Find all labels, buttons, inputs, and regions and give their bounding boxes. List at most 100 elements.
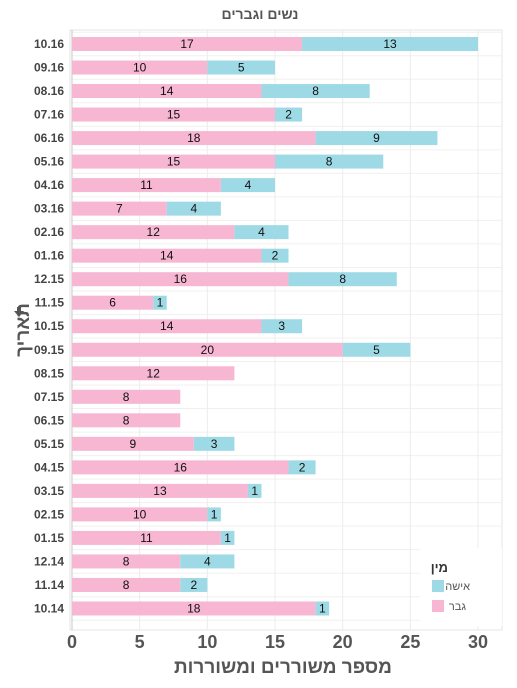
bar-woman[interactable]: [288, 272, 397, 287]
legend-swatch-man[interactable]: [432, 600, 444, 612]
bar-woman[interactable]: [166, 201, 221, 216]
y-tick-label: 03.16: [34, 202, 64, 216]
bar-woman[interactable]: [207, 507, 221, 522]
bar-man[interactable]: [72, 248, 262, 263]
bar-woman[interactable]: [302, 37, 478, 51]
bars: [72, 37, 478, 616]
bar-label-woman: 1: [224, 531, 231, 545]
y-tick-label: 11.14: [35, 578, 65, 592]
y-tick-label: 04.16: [34, 178, 64, 192]
legend-title: מין: [431, 560, 448, 575]
bar-label-woman: 8: [326, 155, 333, 169]
bar-woman[interactable]: [315, 601, 330, 616]
y-tick-label: 01.16: [34, 249, 64, 263]
bar-man[interactable]: [72, 319, 262, 334]
y-tick-label: 05.15: [34, 437, 64, 451]
bar-label-woman: 5: [373, 343, 380, 357]
bar-label-woman: 1: [157, 296, 164, 310]
bar-label-woman: 2: [285, 108, 292, 122]
bar-man[interactable]: [72, 107, 275, 122]
legend-label-woman: אישה: [445, 581, 470, 593]
bar-man[interactable]: [72, 507, 208, 522]
bar-woman[interactable]: [342, 342, 411, 357]
bar-woman[interactable]: [261, 84, 370, 99]
bar-label-man: 11: [140, 531, 153, 545]
bar-label-woman: 4: [190, 202, 197, 216]
bar-label-man: 8: [123, 578, 130, 592]
legend-swatch-woman[interactable]: [432, 580, 444, 592]
bar-man[interactable]: [72, 342, 343, 357]
x-tick-label: 10: [197, 632, 217, 652]
bar-label-man: 20: [201, 343, 215, 357]
bar-label-man: 8: [123, 390, 130, 404]
bar-man[interactable]: [72, 530, 221, 545]
x-tick-label: 5: [135, 632, 145, 652]
y-tick-label: 01.15: [34, 531, 64, 545]
bar-man[interactable]: [72, 295, 154, 310]
bar-man[interactable]: [72, 366, 235, 381]
y-tick-label: 03.15: [34, 484, 64, 498]
sort-icon[interactable]: [14, 307, 24, 317]
bar-man[interactable]: [72, 131, 316, 146]
bar-man[interactable]: [72, 201, 167, 216]
bar-woman[interactable]: [275, 154, 384, 169]
bar-woman[interactable]: [220, 530, 235, 545]
bar-man[interactable]: [72, 154, 275, 169]
bar-label-woman: 4: [258, 225, 265, 239]
bar-label-man: 9: [130, 437, 137, 451]
bar-label-man: 14: [160, 319, 174, 333]
y-axis-title: תאריך: [13, 303, 34, 357]
y-tick-label: 02.16: [34, 225, 64, 239]
bar-label-man: 14: [160, 249, 174, 263]
bar-woman[interactable]: [220, 178, 275, 193]
bar-woman[interactable]: [180, 554, 235, 569]
bar-man[interactable]: [72, 60, 208, 75]
bar-man[interactable]: [72, 272, 289, 287]
bar-label-woman: 13: [383, 37, 397, 51]
bar-man[interactable]: [72, 84, 262, 99]
bar-label-man: 12: [147, 366, 161, 380]
bar-woman[interactable]: [288, 460, 316, 475]
y-tick-label: 04.15: [34, 460, 64, 474]
bar-label-man: 15: [167, 155, 181, 169]
bar-man[interactable]: [72, 413, 181, 428]
y-tick-label: 11.15: [35, 296, 65, 310]
bar-man[interactable]: [72, 460, 289, 475]
x-tick-label: 15: [265, 632, 285, 652]
bar-label-man: 11: [140, 178, 153, 192]
bar-man[interactable]: [72, 178, 221, 193]
bar-woman[interactable]: [180, 577, 208, 592]
bar-man[interactable]: [72, 389, 181, 404]
bar-man[interactable]: [72, 37, 303, 51]
bar-man[interactable]: [72, 483, 248, 498]
bar-label-man: 13: [153, 484, 167, 498]
bar-woman[interactable]: [207, 60, 275, 75]
bar-man[interactable]: [72, 436, 194, 451]
bar-man[interactable]: [72, 554, 181, 569]
y-tick-label: 08.16: [34, 84, 64, 98]
bar-woman[interactable]: [193, 436, 235, 451]
bar-man[interactable]: [72, 577, 181, 592]
bar-woman[interactable]: [261, 248, 289, 263]
bar-woman[interactable]: [153, 295, 167, 310]
bar-woman[interactable]: [315, 131, 438, 146]
bar-label-man: 12: [147, 225, 161, 239]
bar-label-woman: 8: [312, 84, 319, 98]
bar-man[interactable]: [72, 225, 235, 240]
bar-man[interactable]: [72, 601, 316, 616]
bar-woman[interactable]: [234, 225, 289, 240]
x-tick-label: 25: [400, 632, 420, 652]
legend: מין אישה גבר: [420, 548, 502, 626]
bar-label-man: 18: [187, 131, 201, 145]
y-tick-label: 07.16: [34, 108, 64, 122]
y-tick-label: 02.15: [34, 507, 64, 521]
y-tick-label: 10.14: [34, 601, 64, 615]
bar-woman[interactable]: [247, 483, 262, 498]
bar-label-woman: 3: [278, 319, 285, 333]
bar-woman[interactable]: [261, 319, 303, 334]
y-axis-title-group: תאריך: [13, 303, 34, 357]
bar-woman[interactable]: [275, 107, 303, 122]
bar-label-man: 10: [133, 507, 147, 521]
